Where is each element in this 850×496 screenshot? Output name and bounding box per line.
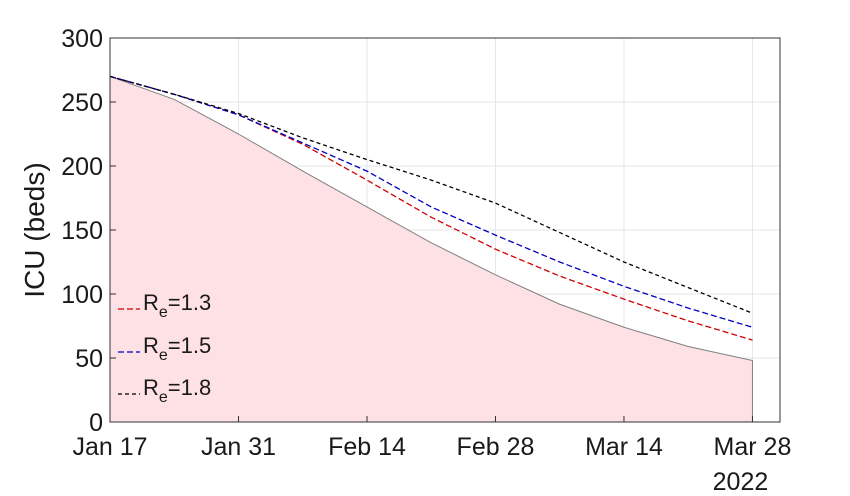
legend-label-1: Re=1.5 (143, 333, 211, 364)
series-line-2 (109, 75, 753, 314)
legend-label-2: Re=1.8 (143, 375, 211, 406)
x-axis-year-label: 2022 (713, 468, 769, 496)
x-tick-label: Feb 14 (328, 433, 406, 461)
legend-symbol: R (143, 290, 159, 315)
x-tick-label: Jan 31 (201, 433, 276, 461)
y-tick-label: 200 (61, 153, 103, 181)
legend-symbol: R (143, 333, 159, 358)
legend-subscript: e (159, 347, 168, 364)
legend-value: =1.8 (168, 375, 211, 400)
legend-value: =1.3 (168, 290, 211, 315)
series-line-1 (109, 75, 753, 328)
legend-symbol: R (143, 375, 159, 400)
y-tick-label: 250 (61, 89, 103, 117)
shaded-area-edge (109, 75, 753, 422)
x-tick-label: Mar 28 (714, 433, 792, 461)
shaded-area (110, 76, 753, 423)
y-tick-label: 300 (61, 25, 103, 53)
legend-subscript: e (159, 389, 168, 406)
x-tick-label: Mar 14 (585, 433, 663, 461)
legend-subscript: e (159, 304, 168, 321)
y-tick-label: 100 (61, 281, 103, 309)
y-tick-label: 0 (89, 409, 103, 437)
y-tick-label: 150 (61, 217, 103, 245)
legend-value: =1.5 (168, 333, 211, 358)
axis-ticks: Jan 17 Jan 31 Feb 14 Feb 28 Mar 14 Mar 28 0 50 1… (61, 25, 791, 461)
x-tick-label: Jan 17 (72, 433, 147, 461)
y-tick-label: 50 (75, 345, 103, 373)
series-lines (109, 75, 753, 341)
legend: Re=1.3Re=1.5Re=1.8 (118, 290, 211, 406)
shaded-area-layer (109, 75, 753, 423)
legend-label-0: Re=1.3 (143, 290, 211, 321)
y-axis-label: ICU (beds) (19, 162, 50, 297)
x-tick-label: Feb 28 (457, 433, 535, 461)
